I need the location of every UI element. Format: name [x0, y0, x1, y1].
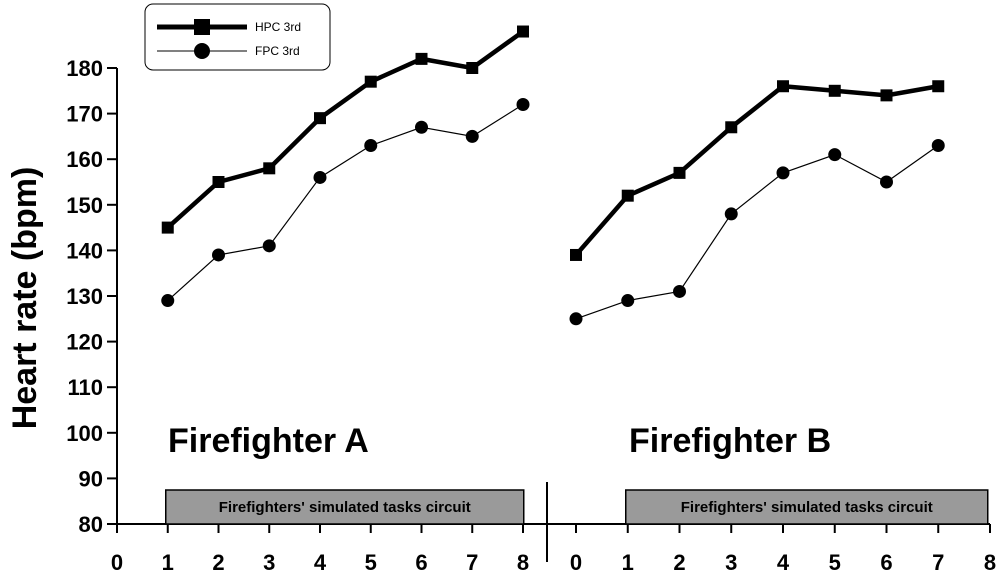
panel-title: Firefighter A: [168, 422, 369, 460]
data-point-fpc: [880, 175, 893, 189]
legend-box: [144, 3, 331, 71]
y-tick-label: 140: [66, 238, 103, 263]
data-point-fpc: [621, 294, 635, 308]
legend: HPC 3rd FPC 3rd: [144, 3, 331, 71]
legend-entry-hpc: HPC 3rd: [157, 19, 301, 35]
legend-entry-fpc: FPC 3rd: [157, 43, 300, 59]
x-tick-label: 0: [111, 550, 123, 575]
x-tick-label: 4: [314, 550, 327, 575]
y-tick-label: 110: [68, 375, 104, 400]
series-group: [161, 25, 945, 326]
x-tick-label: 6: [415, 550, 427, 575]
data-point-hpc: [517, 25, 529, 38]
circuit-label: Firefighters' simulated tasks circuit: [219, 499, 471, 516]
x-tick-label: 3: [263, 550, 275, 575]
data-point-hpc: [212, 176, 225, 188]
data-point-fpc: [569, 312, 583, 326]
legend-circle-marker: [194, 43, 210, 59]
series-line-fpc: [167, 103, 524, 302]
data-point-hpc: [570, 248, 582, 261]
panel-title: Firefighter B: [629, 422, 831, 460]
data-point-fpc: [212, 248, 225, 262]
x-tick-label: 3: [725, 550, 737, 575]
data-point-fpc: [828, 148, 842, 162]
circuit-label: Firefighters' simulated tasks circuit: [681, 499, 933, 516]
data-point-hpc: [415, 52, 428, 65]
x-tick-label: 8: [517, 550, 529, 575]
circuit-bars: Firefighters' simulated tasks circuit Fir…: [165, 489, 989, 525]
y-tick-label: 100: [66, 421, 103, 446]
x-tick-label: 2: [212, 550, 224, 575]
legend-square-marker: [194, 19, 210, 35]
data-point-hpc: [828, 84, 841, 97]
x-tick-label: 1: [162, 550, 174, 575]
data-point-hpc: [263, 162, 276, 175]
data-point-hpc: [161, 221, 174, 234]
y-tick-label: 90: [79, 466, 103, 491]
series-line-hpc: [574, 83, 939, 257]
y-tick-label: 150: [66, 193, 103, 218]
series-line-hpc: [166, 29, 525, 230]
data-point-hpc: [364, 75, 377, 88]
x-tick-label: 6: [880, 550, 892, 575]
y-tick-label: 130: [66, 284, 103, 309]
data-point-hpc: [314, 112, 326, 125]
data-point-fpc: [931, 139, 945, 153]
x-tick-label: 7: [932, 550, 944, 575]
panel-titles: Firefighter A Firefighter B: [168, 422, 831, 460]
data-point-fpc: [364, 139, 378, 153]
legend-label-hpc: HPC 3rd: [255, 20, 301, 34]
data-point-hpc: [673, 166, 686, 179]
x-tick-label: 4: [777, 550, 790, 575]
x-tick-label: 0: [570, 550, 582, 575]
legend-label-fpc: FPC 3rd: [255, 44, 300, 58]
circuit-bar: [165, 489, 525, 525]
data-point-fpc: [262, 239, 276, 253]
x-tick-label: 7: [466, 550, 478, 575]
y-tick-label: 180: [66, 56, 103, 81]
x-tick-label: 5: [829, 550, 841, 575]
data-point-fpc: [161, 294, 175, 308]
data-point-fpc: [724, 207, 738, 221]
x-tick-label: 1: [622, 550, 634, 575]
data-point-fpc: [313, 170, 327, 184]
data-point-fpc: [465, 129, 479, 143]
data-point-fpc: [516, 97, 530, 111]
data-point-hpc: [932, 80, 945, 93]
y-tick-label: 120: [66, 330, 103, 355]
data-point-hpc: [466, 62, 479, 74]
y-tick-label: 160: [66, 147, 103, 172]
data-point-hpc: [621, 189, 634, 202]
data-point-fpc: [415, 120, 428, 134]
x-tick-label: 8: [984, 550, 996, 575]
data-point-hpc: [777, 80, 789, 93]
y-axis-label: Heart rate (bpm): [6, 167, 44, 430]
x-tick-label: 2: [673, 550, 685, 575]
data-point-hpc: [880, 89, 893, 102]
data-point-fpc: [776, 166, 790, 180]
x-tick-label: 5: [365, 550, 377, 575]
circuit-bar: [625, 489, 989, 525]
y-tick-label: 80: [79, 512, 103, 537]
data-point-fpc: [673, 284, 686, 298]
y-tick-label: 170: [66, 102, 103, 127]
data-point-hpc: [725, 121, 738, 134]
series-line-fpc: [575, 145, 939, 320]
